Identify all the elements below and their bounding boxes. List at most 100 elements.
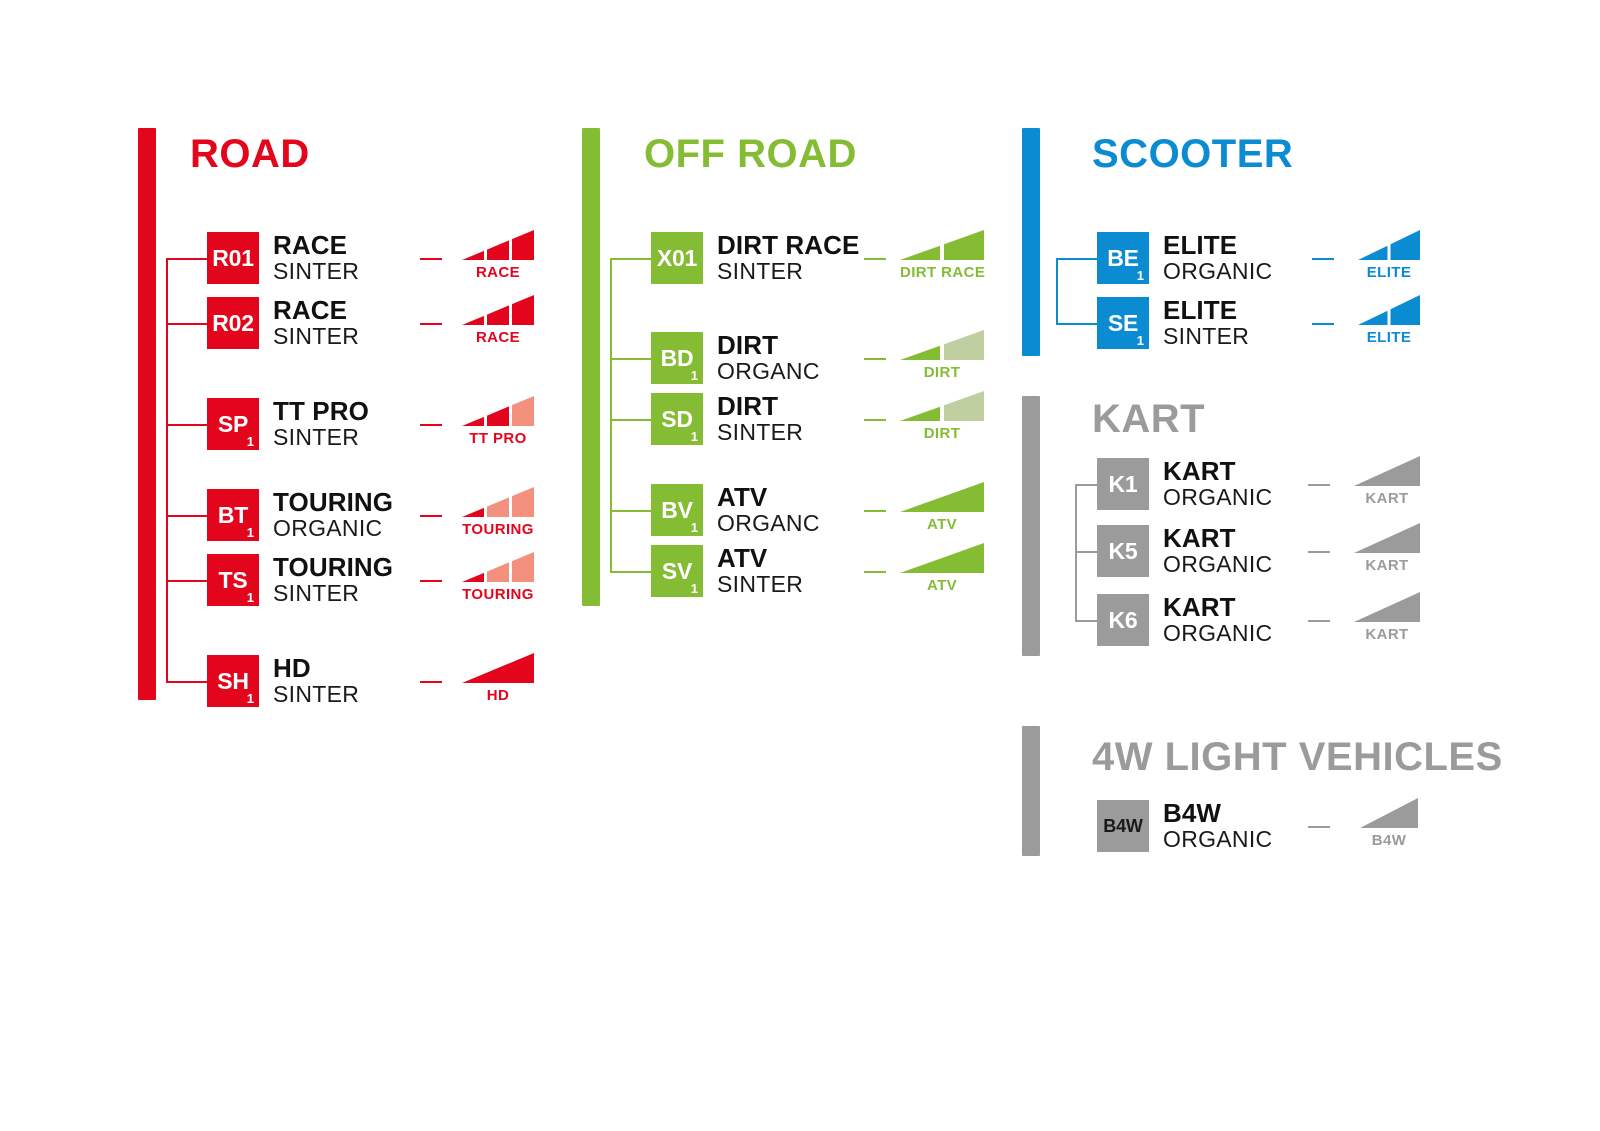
product-code-badge[interactable]: BV 1 (651, 484, 703, 537)
product-row-bd[interactable]: BD 1 DIRT ORGANC (651, 332, 820, 385)
product-code-badge[interactable]: K5 (1097, 525, 1149, 578)
product-name: B4W (1163, 798, 1222, 828)
product-code-text: R02 (212, 309, 254, 336)
performance-level-label: DIRT (923, 425, 961, 442)
performance-level-label: RACE (475, 264, 521, 281)
product-row-b4w[interactable]: B4W B4W ORGANIC (1097, 798, 1273, 853)
tree-trunk (166, 258, 168, 681)
product-name: ATV (717, 543, 768, 573)
product-row-k1[interactable]: K1 KART ORGANIC (1097, 458, 1272, 511)
group-title-road: ROAD (190, 132, 310, 176)
performance-level-indicator: KART (1354, 592, 1420, 642)
product-row-bt[interactable]: BT 1 TOURING ORGANIC (207, 489, 393, 542)
row-dash-separator (1308, 620, 1330, 622)
product-name-block: TOURING ORGANIC (273, 489, 393, 541)
product-row-bv[interactable]: BV 1 ATV ORGANC (651, 484, 820, 537)
product-code-badge[interactable]: R01 (207, 232, 259, 285)
product-name: TOURING (273, 487, 394, 517)
product-row-r02[interactable]: R02 RACE SINTER (207, 297, 359, 350)
row-dash-separator (1312, 258, 1334, 260)
product-code-badge[interactable]: X01 (651, 232, 703, 285)
tree-branch (1075, 551, 1097, 553)
tree-branch (610, 358, 651, 360)
performance-level-graphic (462, 396, 534, 426)
product-name: DIRT (717, 330, 779, 360)
product-row-r01[interactable]: R01 RACE SINTER (207, 232, 359, 285)
performance-level-label: ATV (926, 577, 958, 594)
product-name-block: KART ORGANIC (1163, 525, 1272, 577)
product-material: SINTER (273, 680, 360, 707)
product-code-badge[interactable]: R02 (207, 297, 259, 350)
performance-level-graphic (462, 552, 534, 582)
product-code-badge[interactable]: BD 1 (651, 332, 703, 385)
performance-level-indicator: TOURING (462, 552, 534, 602)
product-row-ts[interactable]: TS 1 TOURING SINTER (207, 552, 394, 607)
tree-branch (166, 580, 207, 582)
product-code-badge[interactable]: SV 1 (651, 545, 703, 598)
performance-level-graphic (900, 543, 984, 573)
group-accent-bar-scooter (1022, 128, 1040, 356)
row-dash-separator (864, 510, 886, 512)
tree-trunk (1056, 258, 1058, 323)
product-row-sp[interactable]: SP 1 TT PRO SINTER (207, 396, 369, 451)
performance-level-graphic (1354, 592, 1420, 622)
product-code-badge[interactable]: BT 1 (207, 489, 259, 542)
group-accent-bar-offroad (582, 128, 600, 606)
performance-level-indicator: DIRT (900, 330, 984, 380)
product-code-text: B4W (1103, 816, 1143, 837)
performance-level-graphic (1360, 798, 1418, 828)
product-code-text: BT (217, 501, 249, 528)
product-row-x01[interactable]: X01 DIRT RACE SINTER (651, 232, 859, 285)
performance-level-indicator: ATV (900, 543, 984, 593)
product-name-block: DIRT ORGANC (717, 332, 820, 384)
product-code-badge[interactable]: K6 (1097, 594, 1149, 647)
product-row-sv[interactable]: SV 1 ATV SINTER (651, 543, 804, 598)
product-code-badge[interactable]: BE 1 (1097, 232, 1149, 285)
product-name-block: DIRT SINTER (717, 393, 803, 445)
product-code-badge[interactable]: B4W (1097, 800, 1149, 853)
product-name-block: RACE SINTER (273, 232, 359, 284)
product-code-text: SH (217, 667, 249, 694)
product-row-se[interactable]: SE 1 ELITE SINTER (1097, 297, 1249, 350)
row-dash-separator (1308, 826, 1330, 828)
product-name: HD (273, 653, 311, 683)
group-title-offroad: OFF ROAD (644, 132, 857, 176)
performance-level-graphic (462, 230, 534, 260)
product-name: TT PRO (273, 396, 369, 426)
product-name: TOURING (273, 552, 394, 582)
product-name-block: KART ORGANIC (1163, 594, 1272, 646)
product-material: SINTER (717, 418, 804, 445)
product-code-badge[interactable]: K1 (1097, 458, 1149, 511)
product-row-be[interactable]: BE 1 ELITE ORGANIC (1097, 232, 1272, 285)
tree-branch (610, 419, 651, 421)
performance-level-indicator: KART (1354, 456, 1420, 506)
product-name-block: RACE SINTER (273, 297, 359, 349)
product-row-sd[interactable]: SD 1 DIRT SINTER (651, 393, 803, 446)
performance-level-label: TOURING (462, 521, 534, 538)
product-code-badge[interactable]: SD 1 (651, 393, 703, 446)
performance-level-label: ELITE (1366, 264, 1412, 281)
group-title-kart: KART (1092, 397, 1206, 441)
product-code-badge[interactable]: SH 1 (207, 655, 259, 708)
product-code-text: BV (661, 496, 693, 523)
row-dash-separator (1308, 484, 1330, 486)
performance-level-graphic (1354, 523, 1420, 553)
product-row-k5[interactable]: K5 KART ORGANIC (1097, 525, 1272, 578)
product-row-k6[interactable]: K6 KART ORGANIC (1097, 594, 1272, 647)
product-code-badge[interactable]: SE 1 (1097, 297, 1149, 350)
tree-branch (1075, 484, 1097, 486)
product-code-badge[interactable]: SP 1 (207, 398, 259, 451)
product-code-subscript: 1 (1136, 333, 1144, 349)
performance-level-indicator: KART (1354, 523, 1420, 573)
product-code-text: R01 (212, 244, 254, 271)
group-accent-bar-road (138, 128, 156, 700)
product-material: SINTER (717, 570, 804, 597)
performance-level-graphic (462, 653, 534, 683)
product-material: SINTER (717, 257, 804, 284)
product-name: KART (1163, 523, 1236, 553)
product-row-sh[interactable]: SH 1 HD SINTER (207, 653, 360, 708)
product-material: ORGANIC (1163, 825, 1273, 852)
product-material: SINTER (273, 423, 360, 450)
product-code-badge[interactable]: TS 1 (207, 554, 259, 607)
